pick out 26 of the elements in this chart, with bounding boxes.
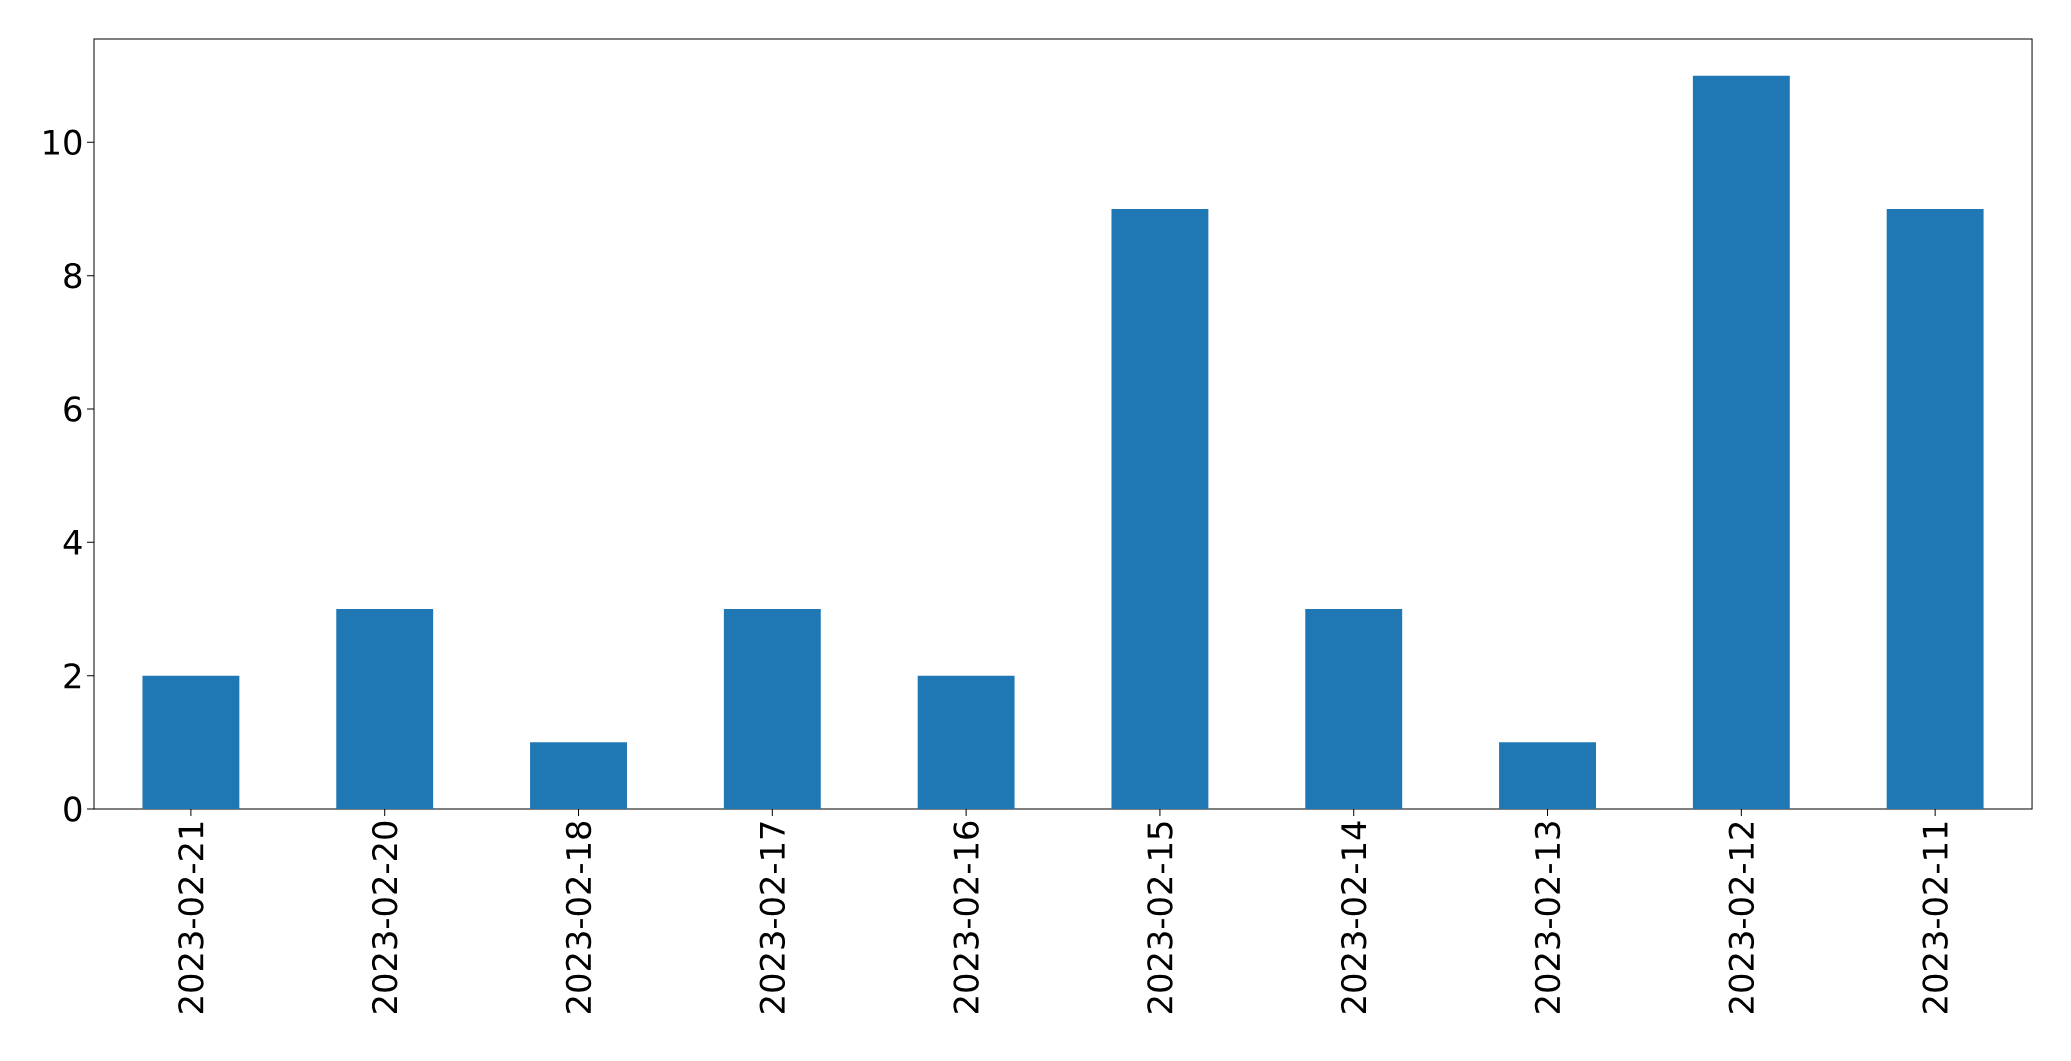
y-tick-label: 2 (64, 663, 81, 689)
bar (1886, 208, 1984, 809)
y-tick-label: 10 (44, 129, 82, 156)
x-tick-label: 2023-02-20 (371, 821, 398, 1013)
bar (1499, 742, 1596, 809)
y-tick-label: 8 (64, 262, 82, 289)
x-tick-label: 2023-02-17 (759, 822, 786, 1013)
bar (336, 609, 434, 809)
bar (142, 675, 240, 809)
bar (1692, 75, 1790, 809)
x-tick-label: 2023-02-16 (953, 821, 979, 1013)
x-tick-label: 2023-02-14 (1340, 821, 1367, 1013)
y-tick-label: 6 (64, 396, 82, 422)
x-tick-label: 2023-02-21 (178, 822, 204, 1013)
bar (1111, 208, 1209, 809)
x-tick-label: 2023-02-13 (1534, 822, 1561, 1013)
bar (1305, 609, 1403, 809)
x-tick-label: 2023-02-18 (565, 821, 592, 1013)
x-tick-label: 2023-02-12 (1728, 822, 1755, 1013)
y-tick-label: 0 (64, 796, 82, 822)
bar (530, 742, 627, 809)
bar (917, 675, 1015, 809)
x-tick-label: 2023-02-11 (1922, 822, 1948, 1013)
x-tick-label: 2023-02-15 (1147, 822, 1173, 1013)
bar (723, 609, 821, 809)
y-tick-label: 4 (63, 530, 82, 555)
